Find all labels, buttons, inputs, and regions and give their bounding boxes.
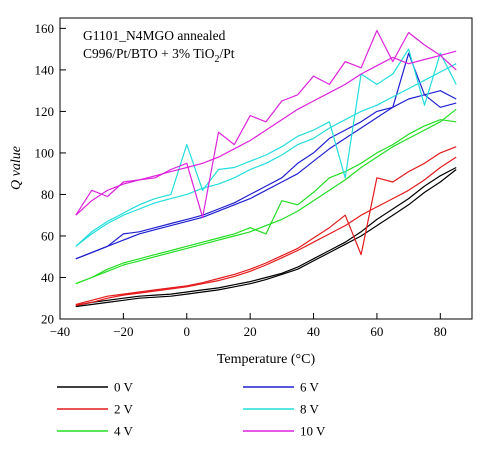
series-line-0v-1: [75, 169, 457, 308]
y-tick-label: 140: [35, 62, 55, 77]
x-tick-label: 20: [244, 324, 257, 339]
legend-item-0v: 0 V: [57, 380, 134, 395]
series-line-4v-1: [75, 108, 457, 285]
series-line-2v-1: [75, 156, 457, 307]
chart-annotation-line1: G1101_N4MGO annealed: [83, 28, 226, 43]
y-axis-label: Q value: [9, 146, 24, 190]
x-tick-label: −20: [113, 324, 133, 339]
x-axis: −40 −20 0 20 40 60 80: [50, 313, 447, 339]
legend-label: 8 V: [300, 402, 320, 417]
series-line-10v-2: [75, 29, 457, 218]
legend-label: 10 V: [300, 424, 326, 439]
plot-frame: [59, 17, 473, 320]
y-tick-label: 40: [41, 270, 54, 285]
x-tick-label: 40: [307, 324, 320, 339]
annotation-compound: C996/Pt/BTO + 3% TiO: [83, 46, 215, 61]
series-line-8v-1: [75, 63, 457, 247]
y-tick-label: 100: [35, 145, 55, 160]
x-tick-label: 60: [370, 324, 383, 339]
series-layer: [75, 29, 457, 308]
series-line-0v-2: [75, 166, 457, 307]
legend-label: 6 V: [300, 380, 320, 395]
y-tick-label: 160: [35, 21, 55, 36]
x-tick-label: 80: [434, 324, 447, 339]
chart-annotation-line2: C996/Pt/BTO + 3% TiO2/Pt: [83, 46, 235, 65]
legend-label: 0 V: [114, 380, 134, 395]
legend-label: 4 V: [114, 424, 134, 439]
annotation-subscript: 2: [215, 54, 220, 65]
y-tick-label: 120: [35, 104, 55, 119]
legend-item-6v: 6 V: [243, 380, 320, 395]
annotation-electrode: /Pt: [220, 46, 235, 61]
y-tick-label: 20: [41, 312, 54, 327]
legend-item-4v: 4 V: [57, 424, 134, 439]
series-line-4v-2: [75, 119, 457, 285]
y-axis: 20 40 60 80 100 120 140 160: [35, 21, 66, 327]
x-axis-label: Temperature (°C): [217, 352, 316, 367]
legend-item-8v: 8 V: [243, 402, 320, 417]
legend-item-2v: 2 V: [57, 402, 134, 417]
series-line-2v-2: [75, 146, 457, 306]
legend-label: 2 V: [114, 402, 134, 417]
series-line-6v-2: [75, 52, 457, 260]
legend: 0 V 2 V 4 V 6 V 8 V 10 V: [57, 380, 326, 439]
x-tick-label: −40: [50, 324, 70, 339]
x-tick-label: 0: [184, 324, 191, 339]
legend-item-10v: 10 V: [243, 424, 326, 439]
y-tick-label: 80: [41, 187, 54, 202]
y-tick-label: 60: [41, 228, 54, 243]
series-line-8v-2: [75, 48, 457, 247]
